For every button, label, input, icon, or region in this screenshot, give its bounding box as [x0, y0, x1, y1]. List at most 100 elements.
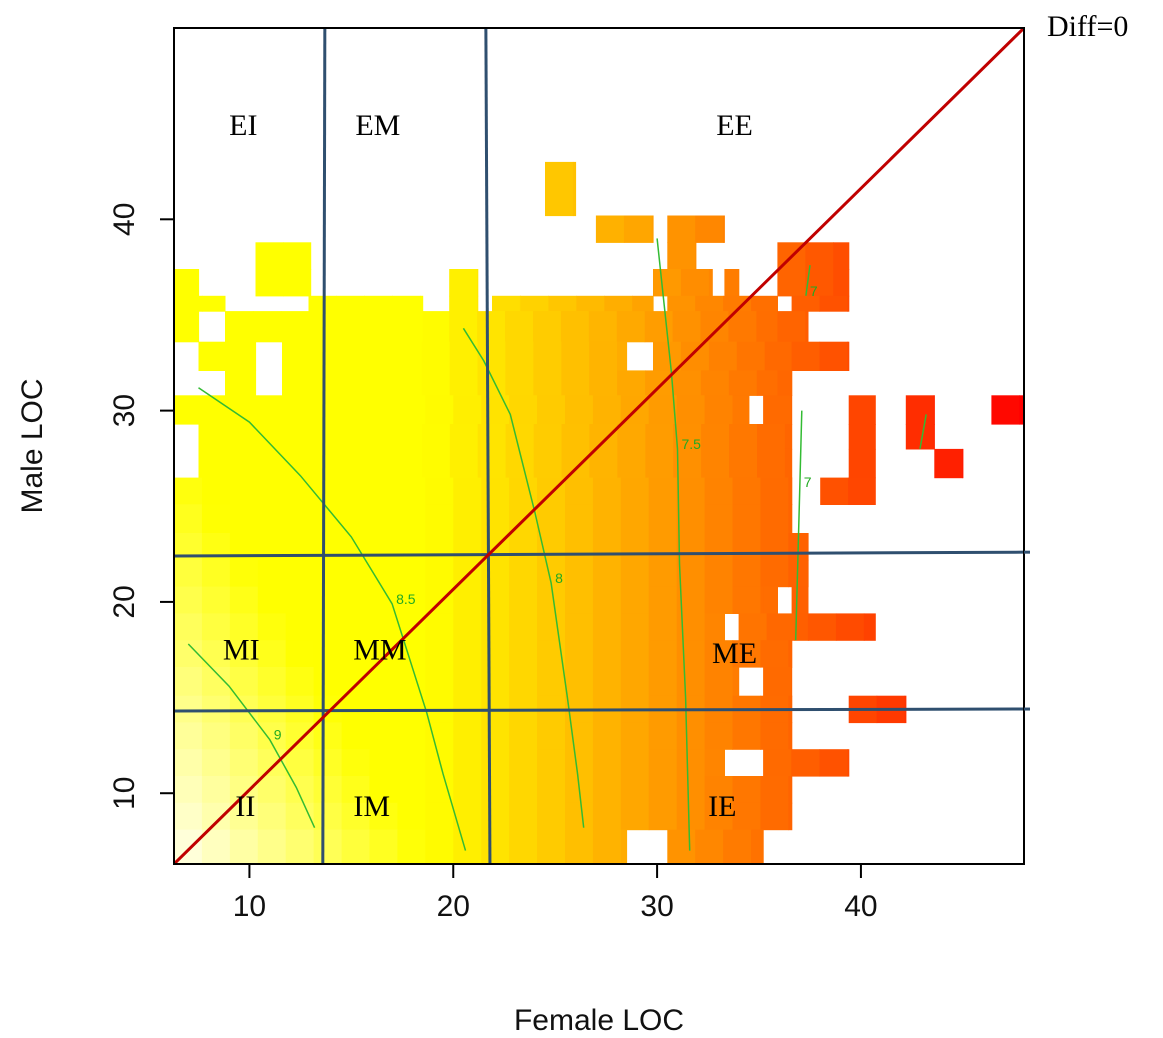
vertical-divider-line: [321, 28, 327, 864]
heatmap-cell: [620, 640, 650, 668]
heatmap-cell: [174, 295, 203, 312]
x-axis-tick-label: 20: [437, 890, 470, 923]
heatmap-cell: [421, 424, 451, 450]
heatmap-cell: [788, 722, 793, 750]
heatmap-cell: [397, 477, 426, 505]
heatmap-cell: [341, 776, 371, 804]
heatmap-cell: [201, 829, 231, 864]
heatmap-cell: [174, 695, 203, 724]
heatmap-cell: [576, 295, 605, 312]
region-label: IE: [708, 790, 736, 823]
heatmap-cell: [533, 311, 562, 343]
x-axis-tick-label: 10: [233, 890, 266, 923]
heatmap-cell: [760, 559, 789, 588]
heatmap-cell: [680, 269, 710, 297]
heatmap-cell: [257, 504, 287, 534]
heatmap-cell: [648, 533, 678, 561]
heatmap-cell: [397, 559, 426, 588]
heatmap-cell: [756, 370, 778, 396]
heatmap-cell: [397, 722, 426, 750]
heatmap-cell: [336, 311, 366, 343]
heatmap-cell: [760, 533, 789, 561]
x-axis-tick-label: 30: [640, 890, 673, 923]
heatmap-cell: [505, 341, 534, 371]
heatmap-cell: [392, 295, 421, 312]
heatmap-cell: [449, 424, 479, 450]
heatmap-cell: [537, 613, 566, 641]
heatmap-cell: [364, 311, 394, 343]
heatmap-cell: [198, 448, 227, 479]
heatmap-cell: [1019, 395, 1024, 425]
heatmap-cell: [453, 395, 482, 425]
contour-line: [656, 238, 691, 851]
heatmap-cell: [509, 667, 538, 697]
heatmap-cell: [481, 749, 510, 777]
heatmap-cell: [453, 586, 482, 614]
heatmap-cell: [805, 269, 834, 297]
heatmap-cell: [257, 829, 287, 864]
heatmap-cell: [393, 424, 423, 450]
heatmap-cell: [226, 448, 255, 479]
heatmap-cell: [729, 424, 758, 450]
heatmap-cell: [764, 341, 793, 371]
heatmap-cell: [364, 295, 393, 312]
heatmap-cell: [620, 667, 650, 697]
heatmap-cell: [589, 341, 618, 371]
heatmap-cell: [704, 586, 734, 614]
heatmap-cell: [848, 477, 876, 505]
heatmap-cell: [393, 370, 423, 396]
heatmap-cell: [565, 586, 594, 614]
heatmap-cell: [174, 667, 203, 697]
heatmap-cell: [537, 667, 566, 697]
heatmap-cell: [560, 311, 590, 343]
heatmap-cell: [595, 215, 625, 243]
heatmap-cell: [421, 341, 451, 371]
heatmap-cell: [805, 242, 834, 270]
heatmap-cell: [732, 776, 761, 804]
heatmap-cell: [369, 504, 398, 534]
heatmap-cell: [425, 395, 454, 425]
heatmap-cell: [648, 667, 678, 697]
heatmap-cell: [704, 640, 734, 668]
heatmap-cell: [201, 295, 226, 312]
heatmap-cell: [201, 559, 231, 588]
heatmap-cells: [174, 161, 1024, 864]
heatmap-cell: [537, 586, 566, 614]
heatmap-cell: [623, 215, 653, 243]
heatmap-cell: [533, 370, 562, 396]
heatmap-cell: [704, 477, 734, 505]
heatmap-cell: [369, 749, 398, 777]
heatmap-cell: [791, 749, 821, 777]
region-label: MI: [223, 633, 260, 666]
heatmap-cell: [565, 829, 594, 864]
heatmap-cell: [788, 504, 793, 534]
heatmap-cell: [341, 559, 371, 588]
heatmap-cell: [763, 586, 778, 614]
heatmap-cell: [313, 667, 343, 697]
heatmap-cell: [732, 640, 761, 668]
heatmap-cell: [704, 722, 734, 750]
heatmap-cell: [537, 776, 566, 804]
heatmap-cell: [760, 722, 789, 750]
heatmap-cell: [732, 559, 761, 588]
heatmap-cell: [313, 586, 343, 614]
heatmap-cell: [229, 667, 259, 697]
heatmap-cell: [724, 269, 740, 297]
heatmap-cell: [425, 640, 454, 668]
heatmap-cell: [667, 242, 696, 270]
heatmap-cell: [285, 722, 315, 750]
heatmap-cell: [784, 448, 793, 479]
heatmap-cell: [285, 586, 315, 614]
heatmap-cell: [589, 424, 618, 450]
heatmap-cell: [509, 749, 538, 777]
heatmap-cell: [257, 559, 287, 588]
heatmap-cell: [257, 722, 287, 750]
heatmap-cell: [505, 370, 534, 396]
heatmap-cell: [201, 802, 231, 831]
heatmap-cell: [492, 295, 521, 312]
heatmap-cell: [425, 613, 454, 641]
heatmap-cell: [453, 640, 482, 668]
heatmap-cell: [509, 640, 538, 668]
heatmap-cell: [257, 586, 287, 614]
